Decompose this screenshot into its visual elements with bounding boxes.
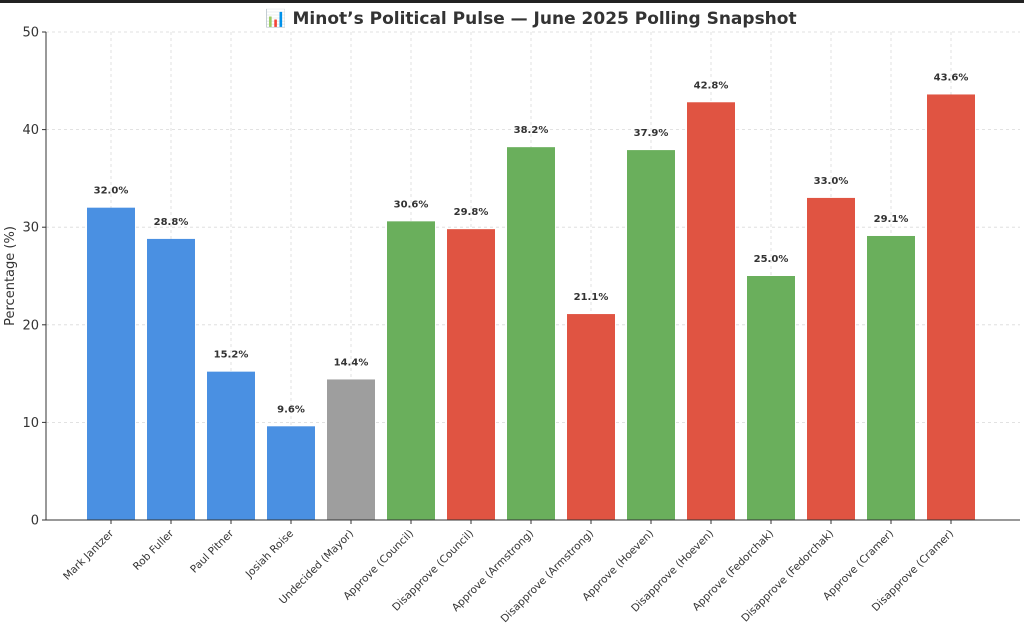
x-tick-label: Mark Jantzer xyxy=(61,527,117,583)
bar-value-label: 37.9% xyxy=(634,128,669,139)
bar xyxy=(867,235,915,520)
x-ticks: Mark Jantzer Rob Fuller Paul Pitner Josiah … xyxy=(61,520,956,625)
y-tick-label: 0 xyxy=(31,514,39,529)
bar-value-label: 28.8% xyxy=(154,217,189,228)
bar-value-label: 15.2% xyxy=(214,350,249,361)
bar-value-label: 29.1% xyxy=(874,214,909,225)
bar-value-label: 21.1% xyxy=(574,292,609,303)
bar xyxy=(927,94,975,521)
bar-value-label: 25.0% xyxy=(754,254,789,265)
bar xyxy=(87,207,135,520)
bar-value-label: 33.0% xyxy=(814,176,849,187)
bar-value-label: 9.6% xyxy=(277,404,305,415)
bar-value-label: 43.6% xyxy=(934,72,969,83)
value-labels: 32.0% 28.8% 15.2% 9.6% 14.4% 30.6% 29.8% 38.2% 2… xyxy=(94,72,969,415)
x-tick-label: Rob Fuller xyxy=(131,527,177,573)
bar xyxy=(687,102,735,520)
bar-value-label: 14.4% xyxy=(334,357,369,368)
bar xyxy=(147,238,195,521)
y-tick-label: 30 xyxy=(22,221,39,236)
y-ticks: 0 10 20 30 40 50 xyxy=(22,26,46,529)
x-tick-label: Josiah Roise xyxy=(243,528,296,581)
y-tick-label: 20 xyxy=(22,318,39,333)
y-tick-label: 40 xyxy=(22,123,39,138)
top-border xyxy=(0,0,1024,3)
bar-value-label: 30.6% xyxy=(394,199,429,210)
x-tick-label: Paul Pitner xyxy=(188,527,236,575)
bar xyxy=(447,229,495,521)
bar xyxy=(507,147,555,520)
bar xyxy=(387,221,435,520)
y-axis-label: Percentage (%) xyxy=(3,226,18,326)
chart-title: 📊 Minot’s Political Pulse — June 2025 Po… xyxy=(265,8,796,29)
axes xyxy=(45,32,1020,521)
bar xyxy=(747,276,795,520)
bar-value-label: 42.8% xyxy=(694,80,729,91)
bar-value-label: 29.8% xyxy=(454,207,489,218)
bar xyxy=(627,150,675,520)
bars xyxy=(87,94,975,521)
bar xyxy=(267,426,315,520)
bar xyxy=(567,314,615,520)
bar xyxy=(207,371,255,520)
bar xyxy=(807,197,855,521)
y-tick-label: 10 xyxy=(22,416,39,431)
bar xyxy=(327,379,375,520)
y-tick-label: 50 xyxy=(22,26,39,41)
bar-value-label: 32.0% xyxy=(94,186,129,197)
bar-value-label: 38.2% xyxy=(514,125,549,136)
